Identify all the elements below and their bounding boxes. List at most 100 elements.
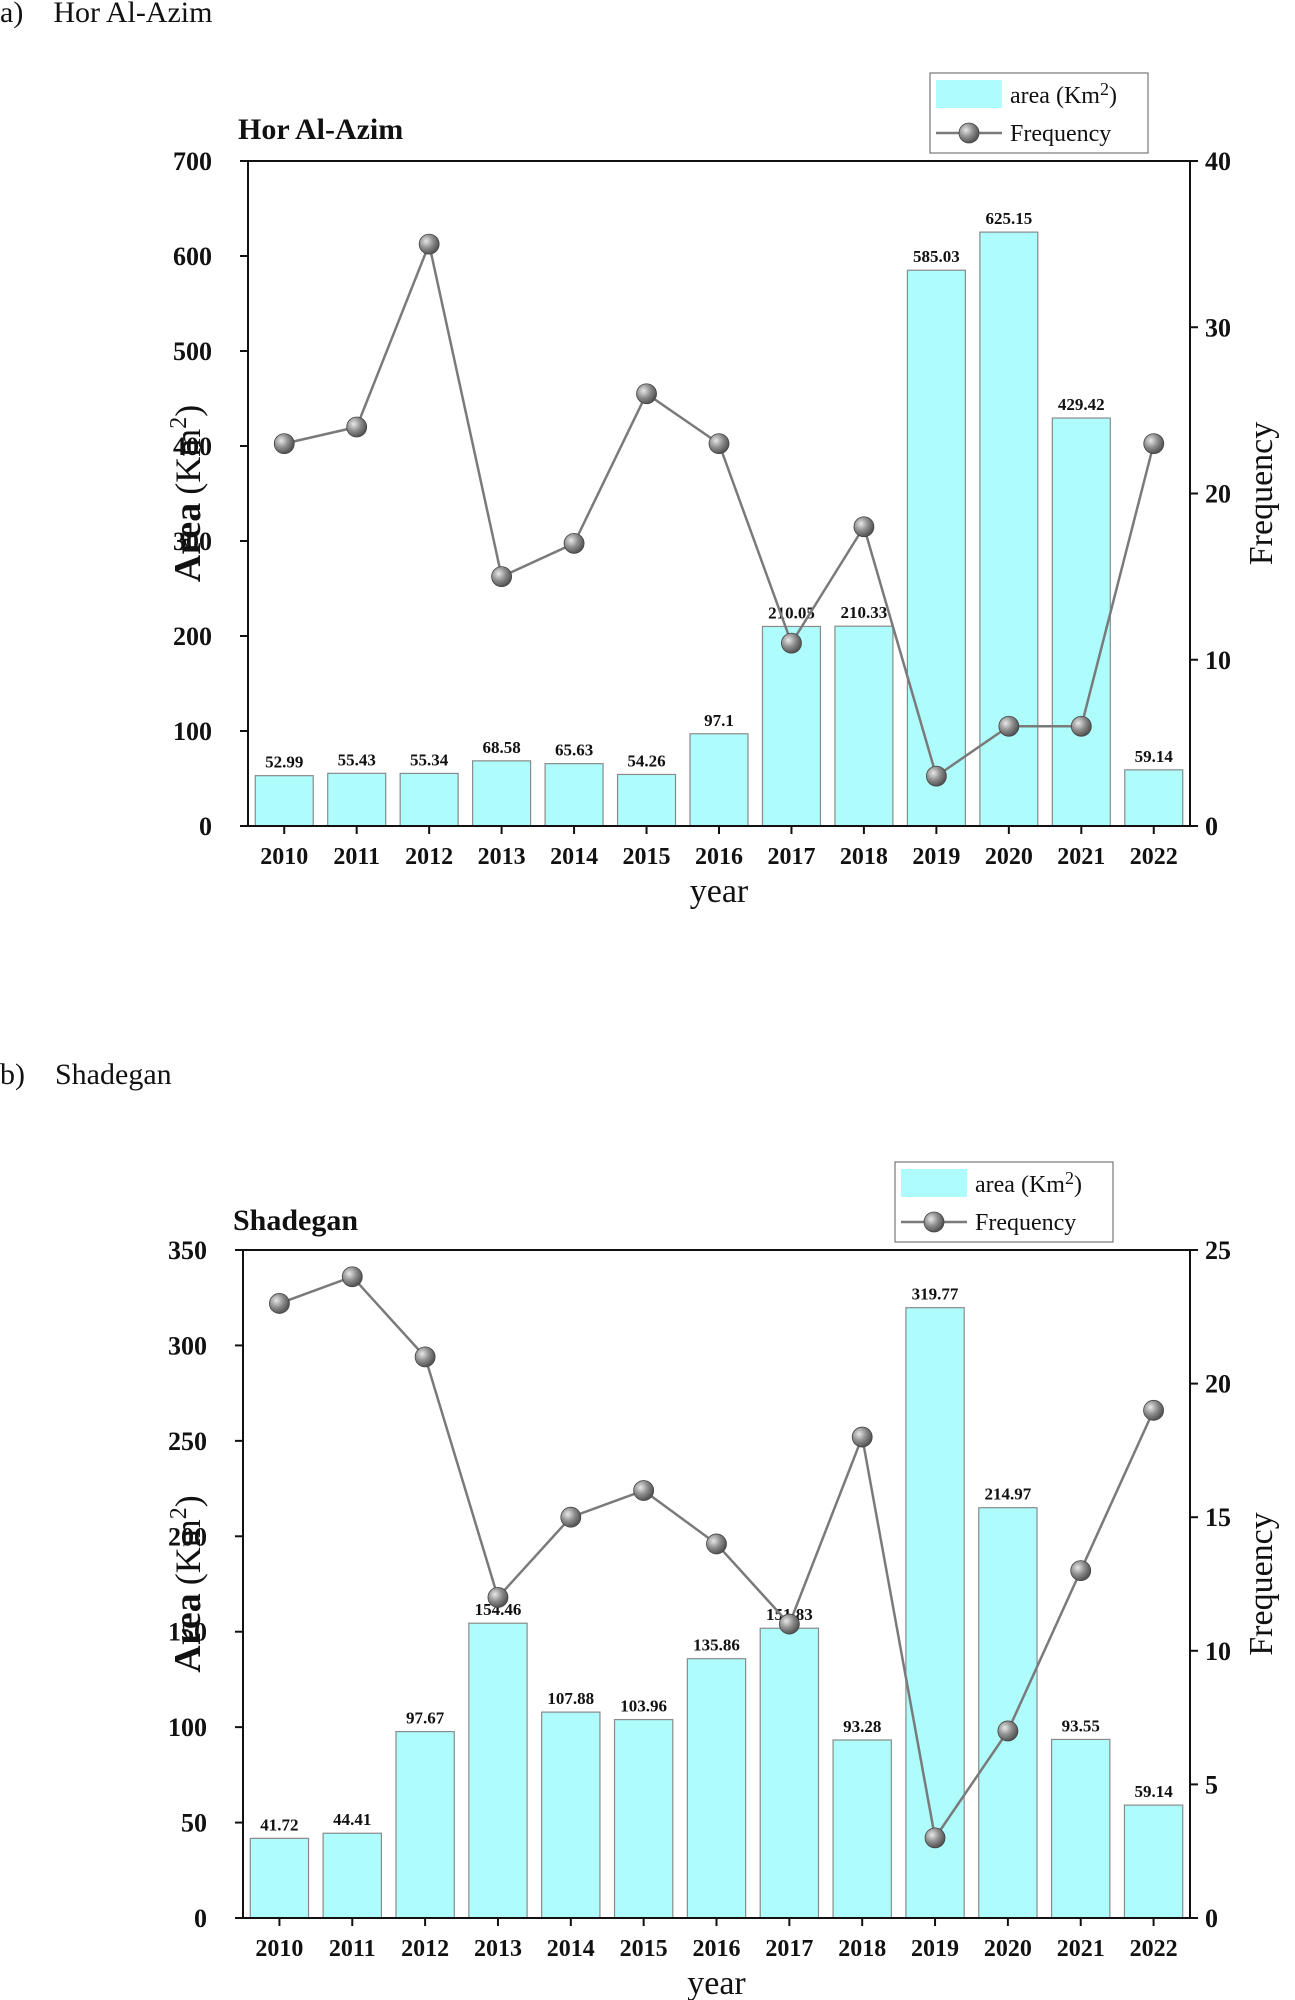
y2-tick-label: 10 <box>1205 1637 1231 1666</box>
y-tick-label: 100 <box>168 1713 207 1742</box>
y-tick-label: 200 <box>173 622 212 651</box>
frequency-point-2010 <box>269 1293 290 1314</box>
x-tick-label-2020: 2020 <box>984 1936 1032 1962</box>
data-label-2020: 214.97 <box>985 1485 1032 1504</box>
frequency-point-2015 <box>636 383 657 405</box>
bar-2021 <box>1050 1738 1111 1919</box>
panel-b-name: Shadegan <box>55 1058 172 1091</box>
y2-tick-label: 0 <box>1205 1904 1218 1933</box>
legend-area-prefix: area (Km <box>1010 83 1100 109</box>
x-tick-label-2014: 2014 <box>550 844 598 870</box>
y-tick-label: 300 <box>173 527 212 556</box>
x-tick-label-2011: 2011 <box>333 844 380 870</box>
frequency-point-2021 <box>1070 715 1092 737</box>
y-tick-label: 600 <box>173 242 212 271</box>
data-label-2010: 52.99 <box>265 753 303 772</box>
x-tick-label-2016: 2016 <box>695 844 743 870</box>
bar-2019 <box>905 1307 965 1919</box>
legend-area-label: area (Km2) <box>975 1168 1082 1198</box>
chart-title: Shadegan <box>233 1204 358 1237</box>
y2-tick-label: 40 <box>1205 147 1231 176</box>
data-label-2013: 68.58 <box>482 738 520 757</box>
data-label-2011: 44.41 <box>333 1810 371 1829</box>
x-tick-label-2018: 2018 <box>840 844 888 870</box>
frequency-point-2014 <box>560 1506 582 1528</box>
x-tick-label-2010: 2010 <box>260 844 308 870</box>
frequency-point-2019 <box>925 765 947 787</box>
data-label-2021: 429.42 <box>1058 395 1105 414</box>
y2-tick-label: 30 <box>1205 313 1231 342</box>
legend-frequency-label: Frequency <box>975 1210 1076 1236</box>
legend-area-exp: 2 <box>1100 79 1109 99</box>
panel-b-letter: b) <box>0 1058 25 1091</box>
frequency-point-2020 <box>997 1720 1019 1742</box>
frequency-point-2017 <box>778 1613 800 1635</box>
x-tick-label-2019: 2019 <box>911 1936 959 1962</box>
bar-2015 <box>613 1718 674 1919</box>
bar-2011 <box>327 772 387 827</box>
legend-marker-swatch <box>958 122 980 144</box>
y2-tick-label: 20 <box>1205 480 1231 509</box>
y-tick-label: 200 <box>168 1522 207 1551</box>
y2-tick-label: 5 <box>1205 1770 1218 1799</box>
y-axis-label-unit: (Km <box>168 429 208 495</box>
frequency-point-2012 <box>418 233 440 255</box>
frequency-point-2010 <box>273 433 295 455</box>
legend-area-prefix: area (Km <box>975 1172 1065 1198</box>
legend-frequency-label: Frequency <box>1010 121 1111 147</box>
y-axis-label: Area (Km2) <box>166 405 209 583</box>
data-label-2016: 135.86 <box>693 1636 740 1655</box>
frequency-point-2022 <box>1143 433 1165 455</box>
bar-2012 <box>395 1730 455 1919</box>
y-axis-label-main: Area <box>167 503 209 583</box>
x-tick-label-2011: 2011 <box>329 1936 376 1962</box>
x-tick-label-2021: 2021 <box>1057 1936 1105 1962</box>
frequency-point-2017 <box>781 632 802 654</box>
chart-title: Hor Al-Azim <box>238 113 403 146</box>
y-tick-label: 700 <box>173 147 212 176</box>
data-label-2022: 59.14 <box>1135 747 1174 766</box>
bar-2010 <box>254 775 314 827</box>
data-label-2018: 210.33 <box>841 603 888 622</box>
data-label-2015: 103.96 <box>620 1697 667 1716</box>
frequency-point-2012 <box>414 1346 436 1368</box>
frequency-point-2011 <box>346 416 368 438</box>
y-axis-label-exp: 2 <box>166 417 192 429</box>
x-tick-label-2017: 2017 <box>765 1936 813 1962</box>
y2-axis-label: Frequency <box>1243 1512 1280 1656</box>
bar-2021 <box>1051 417 1111 827</box>
bar-2022 <box>1124 769 1184 827</box>
y-axis-label-close: ) <box>168 405 208 417</box>
x-tick-label-2015: 2015 <box>623 844 671 870</box>
x-tick-label-2014: 2014 <box>547 1936 595 1962</box>
legend-bar-swatch <box>901 1169 967 1197</box>
x-tick-label-2013: 2013 <box>478 844 526 870</box>
y2-tick-label: 15 <box>1205 1503 1231 1532</box>
legend-marker-swatch <box>923 1211 945 1233</box>
y-tick-label: 0 <box>199 812 212 841</box>
x-tick-label-2016: 2016 <box>693 1936 741 1962</box>
frequency-point-2013 <box>491 566 513 588</box>
frequency-point-2022 <box>1143 1399 1164 1421</box>
frequency-point-2020 <box>998 715 1020 737</box>
legend-area-suffix: ) <box>1109 83 1117 109</box>
data-label-2012: 97.67 <box>406 1709 445 1728</box>
x-tick-label-2019: 2019 <box>912 844 960 870</box>
y-tick-label: 150 <box>168 1618 207 1647</box>
legend-area-suffix: ) <box>1074 1172 1082 1198</box>
panel-b-label: b) Shadegan <box>0 1058 172 1092</box>
y-axis-label-unit: (Km <box>168 1519 208 1585</box>
x-axis-label: year <box>690 873 749 910</box>
frequency-point-2016 <box>708 433 730 455</box>
chart-hor-al-azim: 52.99 55.43 55.34 68.58 65.63 54.26 97.1 210.05… <box>166 72 1280 910</box>
panel-a-label: a) Hor Al-Azim <box>0 0 212 30</box>
frequency-point-2018 <box>853 516 875 538</box>
bar-2017 <box>759 1627 820 1919</box>
data-label-2021: 93.55 <box>1062 1716 1100 1735</box>
y2-tick-label: 0 <box>1205 812 1218 841</box>
y-tick-label: 0 <box>194 1904 207 1933</box>
x-tick-label-2022: 2022 <box>1130 1936 1178 1962</box>
data-label-2017: 210.05 <box>768 603 815 622</box>
frequency-point-2018 <box>851 1426 873 1448</box>
bar-2015 <box>616 773 677 827</box>
